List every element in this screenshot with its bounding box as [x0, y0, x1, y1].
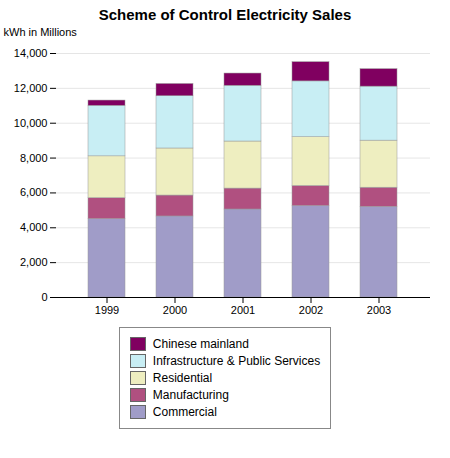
svg-text:2,000: 2,000 [20, 256, 48, 268]
svg-text:2002: 2002 [299, 304, 323, 316]
svg-text:14,000: 14,000 [14, 47, 48, 59]
svg-text:2003: 2003 [367, 304, 391, 316]
svg-text:10,000: 10,000 [14, 117, 48, 129]
svg-text:12,000: 12,000 [14, 82, 48, 94]
html-text:Residential: Residential [152, 371, 213, 385]
html-text:Infrastructure & Public Servic: Infrastructure & Public Services [152, 354, 321, 368]
svg-text:2001: 2001 [231, 304, 255, 316]
svg-text:1999: 1999 [95, 304, 119, 316]
svg-text:6,000: 6,000 [20, 186, 48, 198]
svg-text:0: 0 [41, 291, 47, 303]
svg-text:4,000: 4,000 [20, 221, 48, 233]
html-text:Commercial: Commercial [152, 405, 217, 419]
svg-text:8,000: 8,000 [20, 152, 48, 164]
html-text:Manufacturing: Manufacturing [152, 388, 229, 402]
svg-text:2000: 2000 [163, 304, 187, 316]
svg-text:kWh in Millions: kWh in Millions [4, 26, 78, 38]
html-text:Scheme of Control Electricity: Scheme of Control Electricity Sales [98, 6, 352, 23]
html-text:Chinese mainland: Chinese mainland [152, 337, 249, 351]
